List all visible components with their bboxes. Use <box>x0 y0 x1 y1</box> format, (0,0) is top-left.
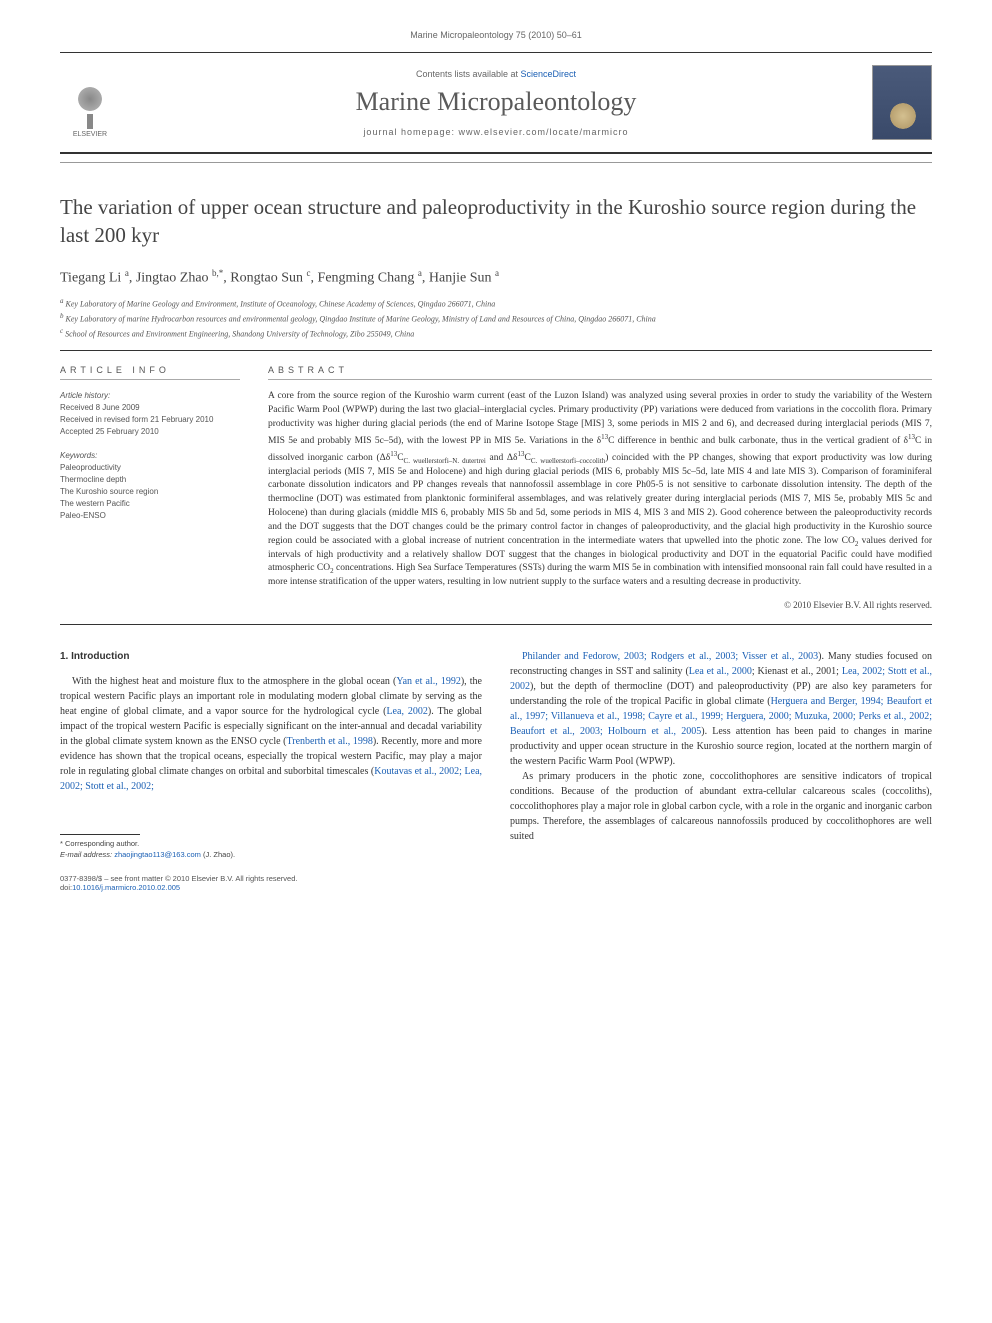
email-label: E-mail address: <box>60 850 112 859</box>
email-person: (J. Zhao). <box>203 850 235 859</box>
journal-cover-thumbnail <box>872 65 932 140</box>
body-paragraph: As primary producers in the photic zone,… <box>510 769 932 844</box>
abstract-copyright: © 2010 Elsevier B.V. All rights reserved… <box>268 600 932 610</box>
corresponding-email-link[interactable]: zhaojingtao113@163.com <box>114 850 201 859</box>
corresponding-author-note: * Corresponding author. <box>60 839 482 850</box>
history-label: Article history: <box>60 390 240 402</box>
body-paragraph: With the highest heat and moisture flux … <box>60 674 482 794</box>
publisher-logo: ELSEVIER <box>60 68 120 138</box>
article-title: The variation of upper ocean structure a… <box>60 193 932 250</box>
abstract-body-separator <box>60 624 932 625</box>
article-info-column: ARTICLE INFO Article history: Received 8… <box>60 365 240 610</box>
body-column-right: Philander and Fedorow, 2003; Rodgers et … <box>510 649 932 860</box>
body-columns: 1. Introduction With the highest heat an… <box>60 649 932 860</box>
keyword-line: Thermocline depth <box>60 474 240 486</box>
body-column-left: 1. Introduction With the highest heat an… <box>60 649 482 860</box>
keywords-label: Keywords: <box>60 450 240 462</box>
elsevier-tree-icon <box>65 79 115 129</box>
contents-prefix: Contents lists available at <box>416 69 521 79</box>
banner-center: Contents lists available at ScienceDirec… <box>120 69 872 137</box>
abstract-heading: ABSTRACT <box>268 365 932 380</box>
info-abstract-row: ARTICLE INFO Article history: Received 8… <box>60 365 932 610</box>
footnotes: * Corresponding author. E-mail address: … <box>60 839 482 860</box>
footnote-separator <box>60 834 140 835</box>
journal-banner: ELSEVIER Contents lists available at Sci… <box>60 52 932 154</box>
publisher-label: ELSEVIER <box>73 131 107 138</box>
doi-link[interactable]: 10.1016/j.marmicro.2010.02.005 <box>72 883 180 892</box>
title-separator <box>60 350 932 351</box>
footer-left: 0377-8398/$ – see front matter © 2010 El… <box>60 874 297 892</box>
keyword-line: The Kuroshio source region <box>60 486 240 498</box>
article-history-block: Article history: Received 8 June 2009Rec… <box>60 390 240 438</box>
abstract-column: ABSTRACT A core from the source region o… <box>268 365 932 610</box>
section-1-heading: 1. Introduction <box>60 649 482 664</box>
history-line: Received 8 June 2009 <box>60 402 240 414</box>
author-list: Tiegang Li a, Jingtao Zhao b,*, Rongtao … <box>60 268 932 287</box>
history-line: Received in revised form 21 February 201… <box>60 414 240 426</box>
front-matter-line: 0377-8398/$ – see front matter © 2010 El… <box>60 874 297 883</box>
email-line: E-mail address: zhaojingtao113@163.com (… <box>60 850 482 861</box>
keyword-line: The western Pacific <box>60 498 240 510</box>
body-paragraph: Philander and Fedorow, 2003; Rodgers et … <box>510 649 932 769</box>
affiliations: a Key Laboratory of Marine Geology and E… <box>60 296 932 340</box>
citation-header: Marine Micropaleontology 75 (2010) 50–61 <box>60 30 932 40</box>
affiliation-line: b Key Laboratory of marine Hydrocarbon r… <box>60 311 932 326</box>
doi-prefix: doi: <box>60 883 72 892</box>
banner-underline <box>60 162 932 163</box>
homepage-line: journal homepage: www.elsevier.com/locat… <box>120 127 872 137</box>
article-info-heading: ARTICLE INFO <box>60 365 240 380</box>
homepage-url: www.elsevier.com/locate/marmicro <box>459 127 629 137</box>
affiliation-line: a Key Laboratory of Marine Geology and E… <box>60 296 932 311</box>
abstract-text: A core from the source region of the Kur… <box>268 390 932 590</box>
affiliation-line: c School of Resources and Environment En… <box>60 326 932 341</box>
keyword-line: Paleo-ENSO <box>60 510 240 522</box>
keywords-block: Keywords: PaleoproductivityThermocline d… <box>60 450 240 522</box>
sciencedirect-link[interactable]: ScienceDirect <box>521 69 577 79</box>
doi-line: doi:10.1016/j.marmicro.2010.02.005 <box>60 883 297 892</box>
journal-name: Marine Micropaleontology <box>120 87 872 117</box>
history-line: Accepted 25 February 2010 <box>60 426 240 438</box>
keyword-line: Paleoproductivity <box>60 462 240 474</box>
page-footer: 0377-8398/$ – see front matter © 2010 El… <box>60 874 932 892</box>
homepage-prefix: journal homepage: <box>363 127 458 137</box>
contents-line: Contents lists available at ScienceDirec… <box>120 69 872 79</box>
